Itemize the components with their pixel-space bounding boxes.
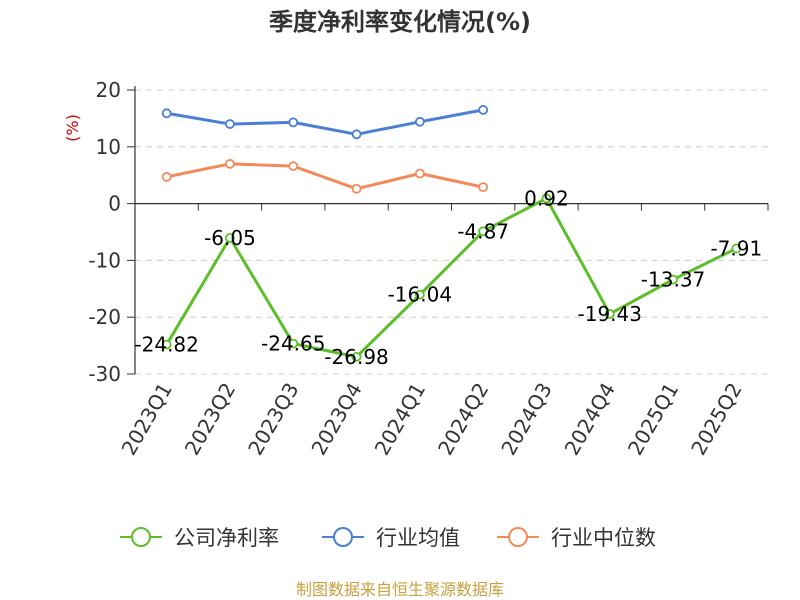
x-tick-label: 2025Q2 (686, 379, 746, 460)
data-point (161, 339, 172, 350)
data-label: -24.82 (134, 333, 198, 357)
data-point (478, 104, 489, 115)
legend-item[interactable]: 行业均值 (322, 526, 460, 550)
legend-item[interactable]: 行业中位数 (497, 526, 656, 550)
x-tick-label: 2024Q2 (433, 379, 493, 460)
series-line (166, 108, 484, 136)
legend-marker (131, 527, 151, 547)
data-label: -7.91 (710, 237, 762, 261)
data-label: -24.65 (261, 332, 325, 356)
x-tick-label: 2023Q2 (180, 379, 240, 460)
data-point (478, 226, 489, 237)
data-point (541, 193, 552, 204)
data-label: -19.43 (578, 302, 642, 326)
data-point (351, 351, 362, 362)
x-tick-label: 2025Q1 (623, 379, 683, 460)
data-label: -26.98 (324, 345, 388, 369)
y-tick-label: -30 (88, 362, 121, 386)
data-point (414, 168, 425, 179)
data-source-note: 制图数据来自恒生聚源数据库 (296, 580, 504, 599)
x-tick-labels: 2023Q1 2023Q2 2023Q3 2023Q4 2024Q1 2024Q2 2024… (117, 379, 747, 460)
y-tick-label: -10 (88, 248, 121, 272)
y-tick-labels: 20 10 0 -10 -20 -30 (88, 78, 121, 386)
data-point (351, 183, 362, 194)
x-tick-label: 2023Q4 (306, 379, 366, 460)
series-line (165, 196, 738, 359)
data-point (225, 158, 235, 169)
chart-title: 季度净利率变化情况(%) (269, 8, 531, 36)
y-tick-label: 20 (96, 78, 121, 102)
data-point (414, 116, 425, 127)
data-point (288, 117, 299, 128)
data-point (604, 309, 615, 319)
gridlines (127, 89, 768, 375)
x-tick-label: 2024Q4 (560, 379, 620, 460)
data-point (161, 172, 172, 182)
data-label: -16.04 (388, 283, 452, 307)
legend-label: 公司净利率 (174, 526, 279, 550)
y-tick-label: 10 (96, 135, 121, 159)
axes (134, 86, 769, 374)
y-axis-label: (%) (63, 114, 82, 142)
data-label: -6.05 (204, 226, 256, 250)
legend-label: 行业均值 (376, 526, 460, 550)
data-point (478, 182, 489, 193)
legend-label: 行业中位数 (551, 526, 656, 550)
legend-marker (508, 527, 528, 547)
data-point (414, 289, 425, 300)
legend-item[interactable]: 公司净利率 (120, 526, 279, 550)
data-point (225, 233, 235, 243)
legend[interactable]: 公司净利率 行业均值 行业中位数 (120, 526, 656, 550)
x-tick-label: 2023Q3 (243, 379, 303, 460)
data-label: 0.92 (524, 186, 569, 210)
data-point (161, 108, 172, 119)
y-tick-label: 0 (108, 192, 121, 216)
data-label: -13.37 (641, 268, 705, 292)
series-line (166, 162, 484, 191)
data-point (225, 119, 235, 129)
data-point (351, 129, 362, 140)
x-tick-label: 2024Q3 (496, 379, 556, 460)
data-point (731, 243, 742, 254)
data-point (668, 274, 678, 285)
data-point (288, 338, 299, 349)
x-tick-label: 2023Q1 (117, 379, 177, 460)
data-label: -4.87 (457, 219, 509, 243)
x-tick-label: 2024Q1 (370, 379, 430, 460)
legend-marker (333, 527, 353, 547)
series-lines (161, 104, 742, 362)
data-labels: -24.82 -6.05 -24.65-26.98 -16.04 -4.87 0.92 -1… (134, 186, 762, 368)
data-point (288, 161, 299, 172)
y-tick-label: -20 (88, 305, 121, 329)
